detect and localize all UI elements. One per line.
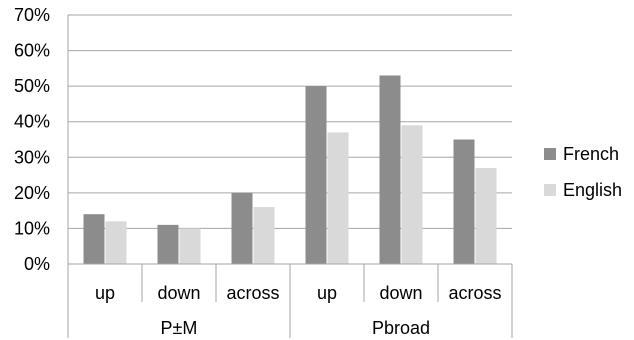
x-category-label: down (157, 283, 200, 303)
bar-english-4 (401, 125, 423, 265)
legend-label-french: French (563, 144, 619, 164)
bar-french-4 (379, 75, 401, 264)
x-category-label: across (226, 283, 279, 303)
x-category-label: across (448, 283, 501, 303)
y-tick-label: 70% (14, 5, 50, 25)
bar-french-1 (157, 224, 179, 264)
bars (83, 75, 497, 265)
y-tick-label: 30% (14, 147, 50, 167)
y-tick-label: 10% (14, 218, 50, 238)
bar-english-2 (253, 207, 275, 264)
axes (67, 15, 513, 338)
x-category-labels: up down across up down across (95, 283, 502, 303)
bar-english-1 (179, 228, 201, 264)
bar-french-3 (305, 86, 327, 265)
x-group-label: P±M (161, 318, 198, 338)
legend-swatch-french (544, 148, 556, 160)
y-tick-label: 50% (14, 76, 50, 96)
y-tick-label: 0% (24, 254, 50, 274)
y-tick-label: 40% (14, 112, 50, 132)
y-tick-label: 20% (14, 183, 50, 203)
bar-french-2 (231, 192, 253, 264)
bar-english-3 (327, 132, 349, 264)
bar-english-5 (475, 167, 497, 264)
x-group-labels: P±M Pbroad (161, 318, 430, 338)
legend-swatch-english (544, 184, 556, 196)
legend: French English (544, 144, 622, 200)
bar-french-5 (453, 139, 475, 264)
x-category-label: down (379, 283, 422, 303)
bar-english-0 (105, 221, 127, 264)
y-tick-label: 60% (14, 41, 50, 61)
bar-french-0 (83, 214, 105, 264)
x-group-label: Pbroad (372, 318, 430, 338)
gridlines (68, 14, 512, 265)
legend-label-english: English (563, 180, 622, 200)
x-category-label: up (95, 283, 115, 303)
x-category-label: up (317, 283, 337, 303)
y-tick-labels: 0% 10% 20% 30% 40% 50% 60% 70% (14, 5, 50, 274)
